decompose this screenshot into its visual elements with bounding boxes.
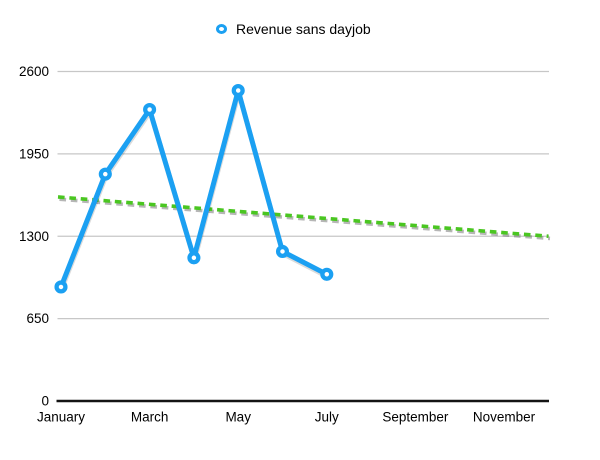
trend-line-shadow	[59, 197, 551, 241]
data-point-june[interactable]	[275, 244, 290, 259]
y-axis-label-1950: 1950	[19, 146, 49, 161]
data-point-january[interactable]	[54, 280, 68, 294]
x-axis-label-may: May	[225, 410, 251, 425]
x-axis-label-september: September	[382, 410, 449, 425]
chart-legend: Revenue sans dayjob	[216, 21, 371, 37]
x-axis-label-july: July	[315, 410, 339, 425]
data-point-july[interactable]	[320, 267, 334, 281]
data-point-february[interactable]	[98, 167, 112, 181]
data-point-april[interactable]	[187, 251, 201, 265]
y-axis-label-2600: 2600	[19, 64, 49, 79]
y-axis-label-0: 0	[41, 394, 49, 409]
legend-label: Revenue sans dayjob	[236, 21, 371, 37]
y-axis-label-1300: 1300	[19, 229, 49, 244]
x-axis-label-march: March	[131, 410, 169, 425]
x-axis-label-january: January	[37, 410, 85, 425]
series-ring-marker-icon	[216, 24, 227, 34]
data-point-march[interactable]	[143, 102, 157, 117]
y-axis-label-650: 650	[26, 311, 49, 326]
trend-line	[57, 195, 549, 239]
x-axis-label-november: November	[473, 410, 536, 425]
data-point-may[interactable]	[231, 83, 245, 98]
